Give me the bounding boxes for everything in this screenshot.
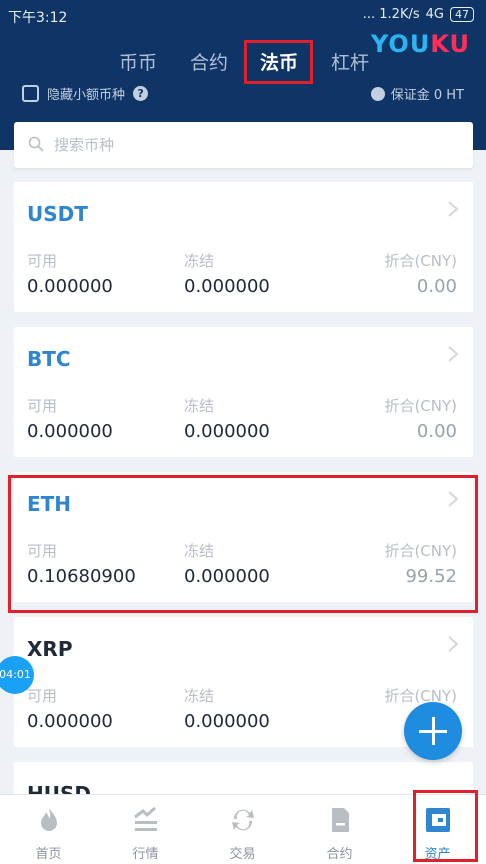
nav-assets-highlight <box>413 790 478 862</box>
frozen-value: 0.000000 <box>184 276 270 297</box>
available-label: 可用 <box>27 542 58 560</box>
tab-fiat-highlight <box>244 40 313 84</box>
available-label: 可用 <box>27 397 58 415</box>
converted-label: 折合(CNY) <box>384 397 457 415</box>
hide-small-toggle[interactable]: 隐藏小额币种 ? <box>22 84 149 103</box>
asset-card-usdt[interactable]: USDT 可用 冻结 折合(CNY) 0.000000 0.000000 0.0… <box>14 182 473 312</box>
asset-card-xrp[interactable]: XRP 可用 冻结 折合(CNY) 0.000000 0.000000 <box>14 617 473 747</box>
nav-label: 交易 <box>229 847 256 862</box>
status-time: 下午3:12 <box>8 10 68 26</box>
available-value: 0.000000 <box>27 421 113 442</box>
nav-market[interactable]: 行情 <box>97 795 194 864</box>
bottom-nav: 首页 行情 交易 合约 资产 <box>0 794 486 864</box>
available-label: 可用 <box>27 687 58 705</box>
tab-spot[interactable]: 币币 <box>119 52 158 74</box>
nav-label: 首页 <box>35 847 62 862</box>
asset-card-eth[interactable]: ETH 可用 冻结 折合(CNY) 0.10680900 0.000000 99… <box>14 472 473 602</box>
frozen-label: 冻结 <box>184 542 215 560</box>
frozen-value: 0.000000 <box>184 566 270 587</box>
net-speed: ... 1.2K/s <box>362 7 420 22</box>
chevron-right-icon <box>448 636 459 652</box>
search-input[interactable] <box>54 132 454 158</box>
frozen-value: 0.000000 <box>184 711 270 732</box>
converted-label: 折合(CNY) <box>384 252 457 270</box>
asset-card-btc[interactable]: BTC 可用 冻结 折合(CNY) 0.000000 0.000000 0.00 <box>14 327 473 457</box>
search-box[interactable] <box>14 122 473 168</box>
converted-value: 0.00 <box>416 421 457 442</box>
hide-small-label: 隐藏小额币种 <box>47 88 126 103</box>
available-value: 0.000000 <box>27 276 113 297</box>
eth-card-highlight <box>8 475 478 613</box>
battery-icon: 47 <box>450 7 474 22</box>
add-button[interactable] <box>404 702 462 760</box>
converted-label: 折合(CNY) <box>384 687 457 705</box>
asset-name: ETH <box>27 492 72 516</box>
wallet-icon <box>426 808 450 832</box>
nav-label: 资产 <box>424 847 451 862</box>
margin-label: 保证金 0 HT <box>390 88 464 103</box>
asset-tabs: 币币 合约 法币 杠杆 <box>0 40 486 84</box>
chevron-right-icon <box>448 491 459 507</box>
status-indicators: ... 1.2K/s 4G 47 <box>363 7 474 22</box>
status-bar: 下午3:12 ... 1.2K/s 4G 47 <box>0 0 486 30</box>
frozen-value: 0.000000 <box>184 421 270 442</box>
frozen-label: 冻结 <box>184 252 215 270</box>
available-value: 0.10680900 <box>27 566 136 587</box>
nav-label: 行情 <box>132 847 159 862</box>
help-icon[interactable]: ? <box>133 86 149 101</box>
flame-icon <box>41 808 57 831</box>
youku-logo: YOUKU <box>370 30 470 58</box>
available-value: 0.000000 <box>27 711 113 732</box>
converted-value: 99.52 <box>405 566 457 587</box>
converted-value: 0.00 <box>416 276 457 297</box>
asset-name: USDT <box>27 202 88 226</box>
chevron-right-icon <box>448 346 459 362</box>
search-icon <box>28 136 44 152</box>
chevron-right-icon <box>448 201 459 217</box>
swap-icon <box>232 809 254 831</box>
nav-label: 合约 <box>326 847 353 862</box>
nav-contract[interactable]: 合约 <box>291 795 388 864</box>
hide-small-checkbox[interactable] <box>22 85 39 102</box>
tab-contract[interactable]: 合约 <box>190 52 229 74</box>
floating-timer[interactable]: 04:01 <box>0 656 34 694</box>
margin-info: 保证金 0 HT <box>370 84 464 103</box>
available-label: 可用 <box>27 252 58 270</box>
network-label: 4G <box>425 7 444 22</box>
tab-margin[interactable]: 杠杆 <box>331 52 370 74</box>
asset-name: XRP <box>27 637 73 661</box>
chart-icon <box>134 806 157 831</box>
frozen-label: 冻结 <box>184 397 215 415</box>
nav-home[interactable]: 首页 <box>0 795 97 864</box>
nav-assets[interactable]: 资产 <box>389 795 486 864</box>
nav-trade[interactable]: 交易 <box>194 795 291 864</box>
tab-fiat[interactable]: 法币 <box>260 52 299 74</box>
converted-label: 折合(CNY) <box>384 542 457 560</box>
asset-name: BTC <box>27 347 71 371</box>
frozen-label: 冻结 <box>184 687 215 705</box>
contract-icon <box>332 808 349 832</box>
margin-icon <box>370 86 385 101</box>
